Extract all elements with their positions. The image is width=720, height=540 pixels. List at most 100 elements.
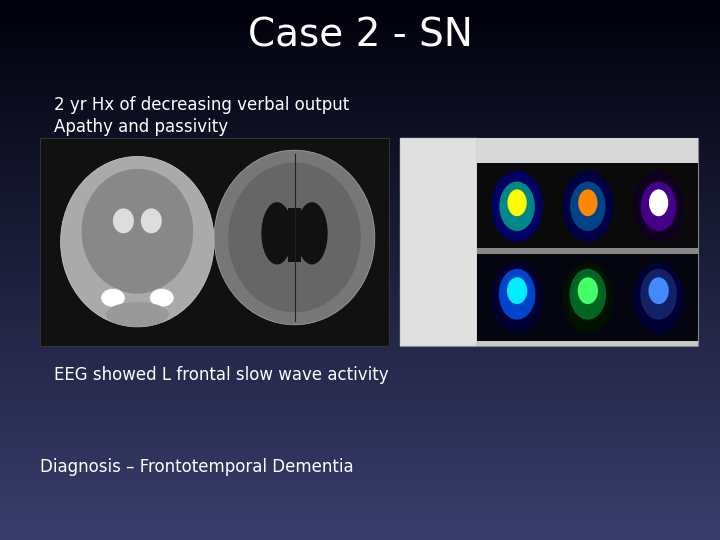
Bar xyxy=(0,356,720,359)
Bar xyxy=(0,456,720,459)
Bar xyxy=(0,157,720,159)
Bar xyxy=(0,310,720,313)
Bar xyxy=(0,173,720,176)
Bar xyxy=(0,354,720,356)
Ellipse shape xyxy=(150,288,174,307)
Bar xyxy=(0,132,720,135)
Bar xyxy=(0,475,720,478)
Bar xyxy=(0,205,720,208)
Ellipse shape xyxy=(562,262,613,333)
Bar xyxy=(0,292,720,294)
Bar xyxy=(0,122,720,124)
Bar xyxy=(0,508,720,510)
Bar xyxy=(0,332,720,335)
Bar xyxy=(0,151,720,154)
Bar xyxy=(0,491,720,494)
Bar xyxy=(0,59,720,62)
Bar xyxy=(0,70,720,73)
Bar xyxy=(0,84,720,86)
Bar xyxy=(0,256,720,259)
Bar xyxy=(0,221,720,224)
Bar xyxy=(0,418,720,421)
Bar xyxy=(0,424,720,427)
Bar xyxy=(0,178,720,181)
Bar xyxy=(0,408,720,410)
Bar xyxy=(0,324,720,327)
Bar xyxy=(0,197,720,200)
Bar xyxy=(0,518,720,521)
Bar xyxy=(0,348,720,351)
Ellipse shape xyxy=(570,269,606,320)
Bar xyxy=(0,16,720,19)
Bar xyxy=(0,124,720,127)
Bar xyxy=(0,65,720,68)
Bar xyxy=(0,427,720,429)
Bar xyxy=(0,289,720,292)
Bar xyxy=(0,81,720,84)
Ellipse shape xyxy=(508,190,527,216)
Bar xyxy=(0,130,720,132)
Bar xyxy=(0,321,720,324)
Bar xyxy=(0,192,720,194)
Bar xyxy=(0,394,720,397)
Bar xyxy=(0,259,720,262)
Bar xyxy=(0,467,720,470)
Ellipse shape xyxy=(562,171,613,242)
Bar xyxy=(0,248,720,251)
Bar xyxy=(0,57,720,59)
Bar xyxy=(0,319,720,321)
Bar xyxy=(0,238,720,240)
Bar xyxy=(0,30,720,32)
Bar xyxy=(0,470,720,472)
Bar xyxy=(0,162,720,165)
Bar xyxy=(0,446,720,448)
Bar xyxy=(0,497,720,500)
Bar xyxy=(0,94,720,97)
Ellipse shape xyxy=(633,262,684,333)
Bar xyxy=(0,294,720,297)
Bar xyxy=(0,240,720,243)
Bar xyxy=(0,246,720,248)
Bar xyxy=(0,251,720,254)
Bar xyxy=(0,54,720,57)
Bar xyxy=(0,68,720,70)
Bar xyxy=(0,8,720,11)
Bar xyxy=(0,89,720,92)
Bar xyxy=(0,200,720,202)
Bar xyxy=(0,494,720,497)
Bar xyxy=(0,284,720,286)
Bar xyxy=(0,392,720,394)
Bar xyxy=(0,97,720,100)
Bar xyxy=(0,167,720,170)
Bar xyxy=(0,459,720,462)
Bar xyxy=(0,340,720,343)
Bar xyxy=(0,0,720,3)
Bar xyxy=(0,213,720,216)
Bar xyxy=(0,265,720,267)
Bar xyxy=(0,243,720,246)
Ellipse shape xyxy=(60,157,215,327)
Bar xyxy=(0,402,720,405)
Bar xyxy=(477,138,698,163)
Bar xyxy=(0,286,720,289)
Bar xyxy=(0,146,720,148)
Bar xyxy=(0,43,720,46)
Bar xyxy=(0,308,720,310)
Bar xyxy=(0,281,720,284)
Bar xyxy=(0,413,720,416)
Text: Diagnosis – Frontotemporal Dementia: Diagnosis – Frontotemporal Dementia xyxy=(40,458,354,476)
Bar xyxy=(0,367,720,370)
Bar xyxy=(0,62,720,65)
Bar xyxy=(0,510,720,513)
Bar xyxy=(0,14,720,16)
Bar xyxy=(0,32,720,35)
Bar xyxy=(0,135,720,138)
Bar xyxy=(0,529,720,532)
Bar xyxy=(0,351,720,354)
Bar xyxy=(0,278,720,281)
Ellipse shape xyxy=(296,202,328,265)
Bar xyxy=(0,521,720,524)
Bar xyxy=(0,378,720,381)
Bar xyxy=(0,483,720,486)
Bar xyxy=(0,302,720,305)
